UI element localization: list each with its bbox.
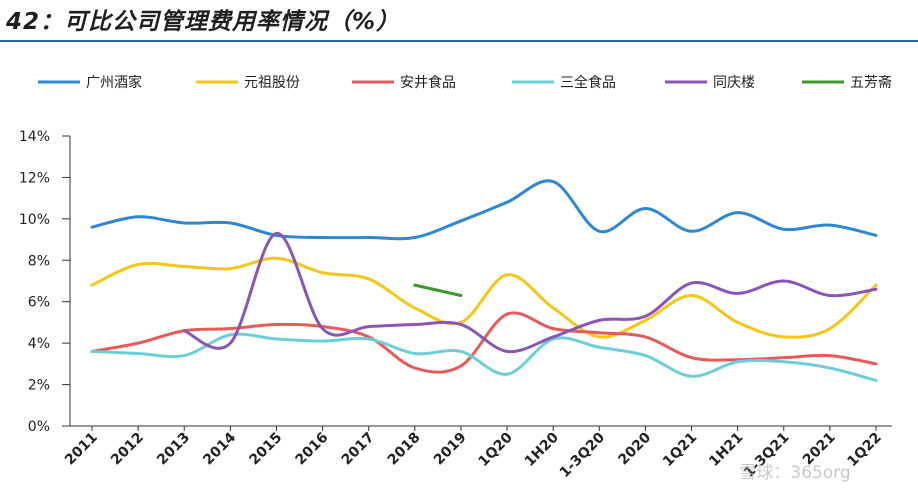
series-line (90, 256, 878, 339)
legend-label: 五芳斋 (850, 74, 892, 91)
y-tick-label: 8% (28, 253, 50, 269)
y-tick-label: 6% (28, 295, 50, 311)
legend-label: 元祖股份 (244, 75, 300, 91)
x-tick-label: 2016 (293, 430, 332, 469)
y-tick-label: 0% (28, 419, 50, 435)
y-tick-label: 4% (28, 336, 50, 352)
x-tick-label: 2014 (200, 429, 239, 468)
legend: 广州酒家 元祖股份 安井食品 三全食品 同庆楼 五芳斋 (38, 74, 892, 91)
x-tick-label: 1-3Q20 (557, 429, 609, 481)
chart-title: 42：可比公司管理费用率情况（%） (6, 9, 401, 35)
x-tick-label: 2011 (62, 430, 101, 469)
legend-label: 广州酒家 (86, 74, 142, 91)
series-line (413, 283, 463, 297)
y-tick-label: 2% (28, 378, 50, 394)
x-tick-label: 2017 (339, 430, 378, 469)
x-tick-label: 2013 (154, 430, 193, 469)
grid (62, 135, 892, 427)
legend-label: 同庆楼 (713, 75, 755, 91)
legend-label: 安井食品 (400, 74, 456, 91)
x-tick-label: 1Q21 (660, 430, 700, 470)
x-tick-label: 2012 (108, 430, 147, 469)
watermark: 雪球：365org (739, 463, 850, 483)
series-line (90, 179, 878, 241)
x-tick-label: 1Q20 (475, 429, 516, 470)
x-tick-label: 2019 (431, 430, 470, 469)
y-tick-label: 12% (19, 170, 50, 186)
y-tick-label: 14% (19, 129, 50, 145)
series-line (90, 332, 878, 382)
x-tick-label: 1H20 (522, 429, 562, 469)
series-lines (90, 179, 878, 382)
x-tick-label: 2018 (385, 430, 424, 469)
legend-label: 三全食品 (560, 74, 616, 91)
x-tick-label: 2015 (246, 430, 285, 469)
y-tick-label: 10% (19, 212, 50, 228)
y-axis-ticks: 0% 2% 4% 6% 8% 10% 12% 14% (19, 129, 50, 435)
x-tick-label: 2020 (615, 429, 654, 468)
title-divider (0, 40, 918, 42)
series-line (182, 231, 878, 354)
